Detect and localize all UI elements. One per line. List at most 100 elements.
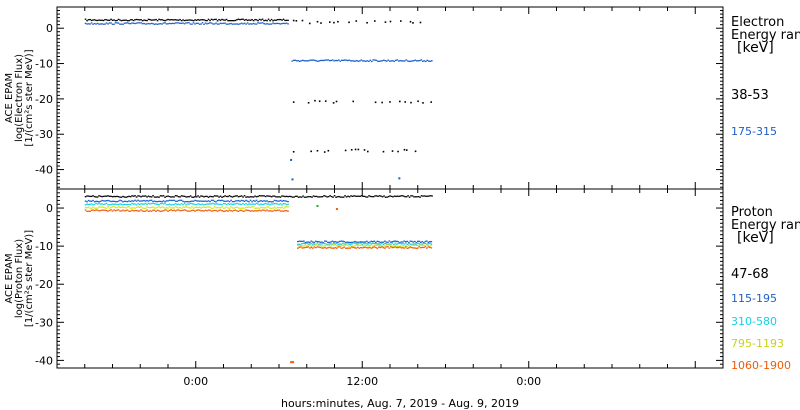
data-point [378, 240, 380, 243]
data-point [361, 243, 364, 245]
data-point [330, 195, 333, 198]
data-point [131, 19, 133, 21]
data-point [216, 206, 219, 209]
data-point [123, 203, 126, 206]
data-point [417, 60, 420, 62]
data-point [158, 204, 160, 206]
data-point [210, 18, 213, 20]
data-point [427, 246, 430, 248]
data-point [363, 195, 366, 198]
data-point [219, 207, 222, 209]
data-point [188, 19, 190, 21]
electron-ylabel-line: ACE EPAM [4, 73, 15, 123]
data-point [243, 203, 246, 206]
data-point [137, 19, 139, 21]
data-point [304, 241, 307, 244]
proton-series-310-580 [84, 202, 433, 246]
data-point [349, 241, 352, 244]
data-point [168, 199, 171, 201]
data-point [375, 195, 378, 197]
electron-ytick-label: -20 [35, 93, 53, 106]
data-point [215, 207, 217, 209]
data-point [171, 204, 174, 206]
data-point [132, 195, 135, 197]
data-point [114, 20, 117, 22]
data-point [162, 210, 165, 212]
data-point [375, 59, 378, 62]
data-point [392, 196, 394, 198]
data-point [402, 243, 404, 245]
data-point [418, 240, 421, 243]
data-point [234, 203, 237, 205]
data-point [252, 206, 255, 208]
data-point [357, 246, 359, 248]
data-point [309, 243, 311, 245]
data-point [183, 195, 186, 198]
data-point [258, 200, 261, 202]
data-point [197, 200, 199, 202]
data-point [173, 207, 175, 209]
data-point [423, 195, 426, 197]
data-point [278, 196, 280, 198]
data-point [273, 209, 276, 211]
data-point [245, 206, 247, 208]
data-point [273, 206, 276, 208]
data-point [99, 200, 102, 203]
data-point [215, 203, 217, 205]
data-point [110, 195, 112, 198]
data-point [405, 196, 408, 198]
data-point [264, 195, 267, 198]
data-point [429, 242, 431, 245]
data-point [409, 246, 412, 248]
data-point [183, 201, 186, 203]
data-point [260, 195, 262, 197]
data-point [278, 209, 280, 211]
electron-ytick-label: -40 [35, 164, 53, 177]
data-point [345, 59, 348, 61]
data-point [194, 210, 196, 212]
proton-legend-title-1: Proton [731, 205, 773, 220]
data-point [105, 207, 108, 209]
data-point [267, 18, 270, 20]
data-point [230, 22, 232, 25]
data-point [119, 206, 121, 209]
data-point [391, 60, 394, 62]
data-point [379, 60, 382, 62]
data-point [410, 195, 412, 197]
data-point [360, 244, 362, 246]
data-point [391, 246, 394, 249]
data-point [360, 242, 362, 244]
data-point [228, 207, 231, 209]
data-point [371, 195, 373, 198]
data-point [372, 246, 374, 249]
data-point [108, 204, 111, 206]
data-point [101, 209, 103, 211]
data-point [340, 59, 343, 61]
data-point [357, 243, 359, 245]
data-point [429, 195, 432, 197]
data-point [156, 196, 159, 198]
data-point [246, 196, 249, 198]
data-point [198, 23, 201, 25]
data-point [239, 209, 241, 212]
data-point [161, 210, 163, 212]
data-point [401, 195, 403, 197]
data-point [195, 200, 198, 202]
data-point [219, 199, 222, 202]
data-point [380, 195, 382, 197]
data-point [87, 203, 90, 206]
data-point [272, 203, 274, 205]
data-point [122, 206, 124, 208]
data-point [128, 203, 130, 206]
data-point [174, 200, 177, 202]
data-point [298, 243, 301, 245]
data-point [346, 244, 349, 246]
data-point [86, 195, 88, 197]
data-point [379, 246, 382, 249]
data-point [249, 196, 252, 198]
data-point [162, 206, 165, 208]
data-point [182, 204, 184, 206]
data-point [176, 195, 178, 197]
data-point [350, 195, 352, 197]
data-point [248, 209, 250, 212]
